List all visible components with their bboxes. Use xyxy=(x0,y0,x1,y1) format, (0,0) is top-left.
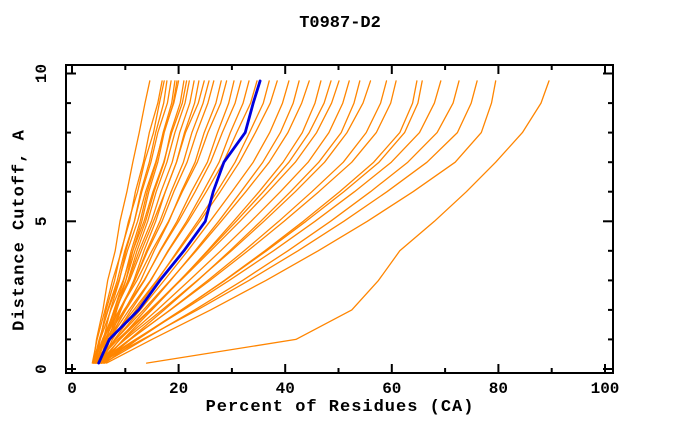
model-curve xyxy=(92,80,228,364)
model-curve xyxy=(99,80,478,364)
chart-title: T0987-D2 xyxy=(299,14,381,33)
x-tick-label: 0 xyxy=(67,380,77,398)
x-tick-label: 20 xyxy=(169,380,188,398)
model-curve xyxy=(96,80,258,364)
x-tick-label: 40 xyxy=(276,380,295,398)
model-curve xyxy=(94,80,340,364)
model-curve xyxy=(101,80,250,364)
model-curve xyxy=(96,80,372,364)
highlighted-model-curve xyxy=(97,79,262,365)
model-curve xyxy=(92,80,151,364)
model-curve xyxy=(91,80,165,364)
model-curve xyxy=(101,80,423,364)
model-curve xyxy=(95,80,163,364)
x-tick-label: 60 xyxy=(382,380,401,398)
model-curve xyxy=(92,80,188,364)
x-tick-label: 80 xyxy=(489,380,508,398)
model-curve xyxy=(93,80,205,364)
model-curve xyxy=(94,80,278,364)
model-curve xyxy=(94,80,242,364)
model-curve xyxy=(98,80,397,364)
model-curve xyxy=(105,80,497,364)
model-curve xyxy=(102,80,200,364)
model-curve xyxy=(98,80,210,364)
model-curve xyxy=(102,80,322,364)
model-curve xyxy=(103,80,361,364)
y-tick-label: 0 xyxy=(33,364,51,374)
model-curve xyxy=(95,80,310,364)
x-tick-label: 100 xyxy=(591,380,620,398)
model-curve xyxy=(103,80,460,364)
model-curve xyxy=(98,80,332,364)
model-curve xyxy=(99,80,350,364)
y-tick-label: 5 xyxy=(33,216,51,226)
model-curve xyxy=(98,80,290,364)
model-curve xyxy=(98,80,235,364)
model-curve xyxy=(98,80,442,364)
model-curve xyxy=(99,80,190,364)
y-tick-label: 10 xyxy=(33,64,51,83)
model-curve xyxy=(100,80,300,364)
x-axis-title: Percent of Residues (CA) xyxy=(205,398,475,417)
model-curve xyxy=(145,80,550,364)
